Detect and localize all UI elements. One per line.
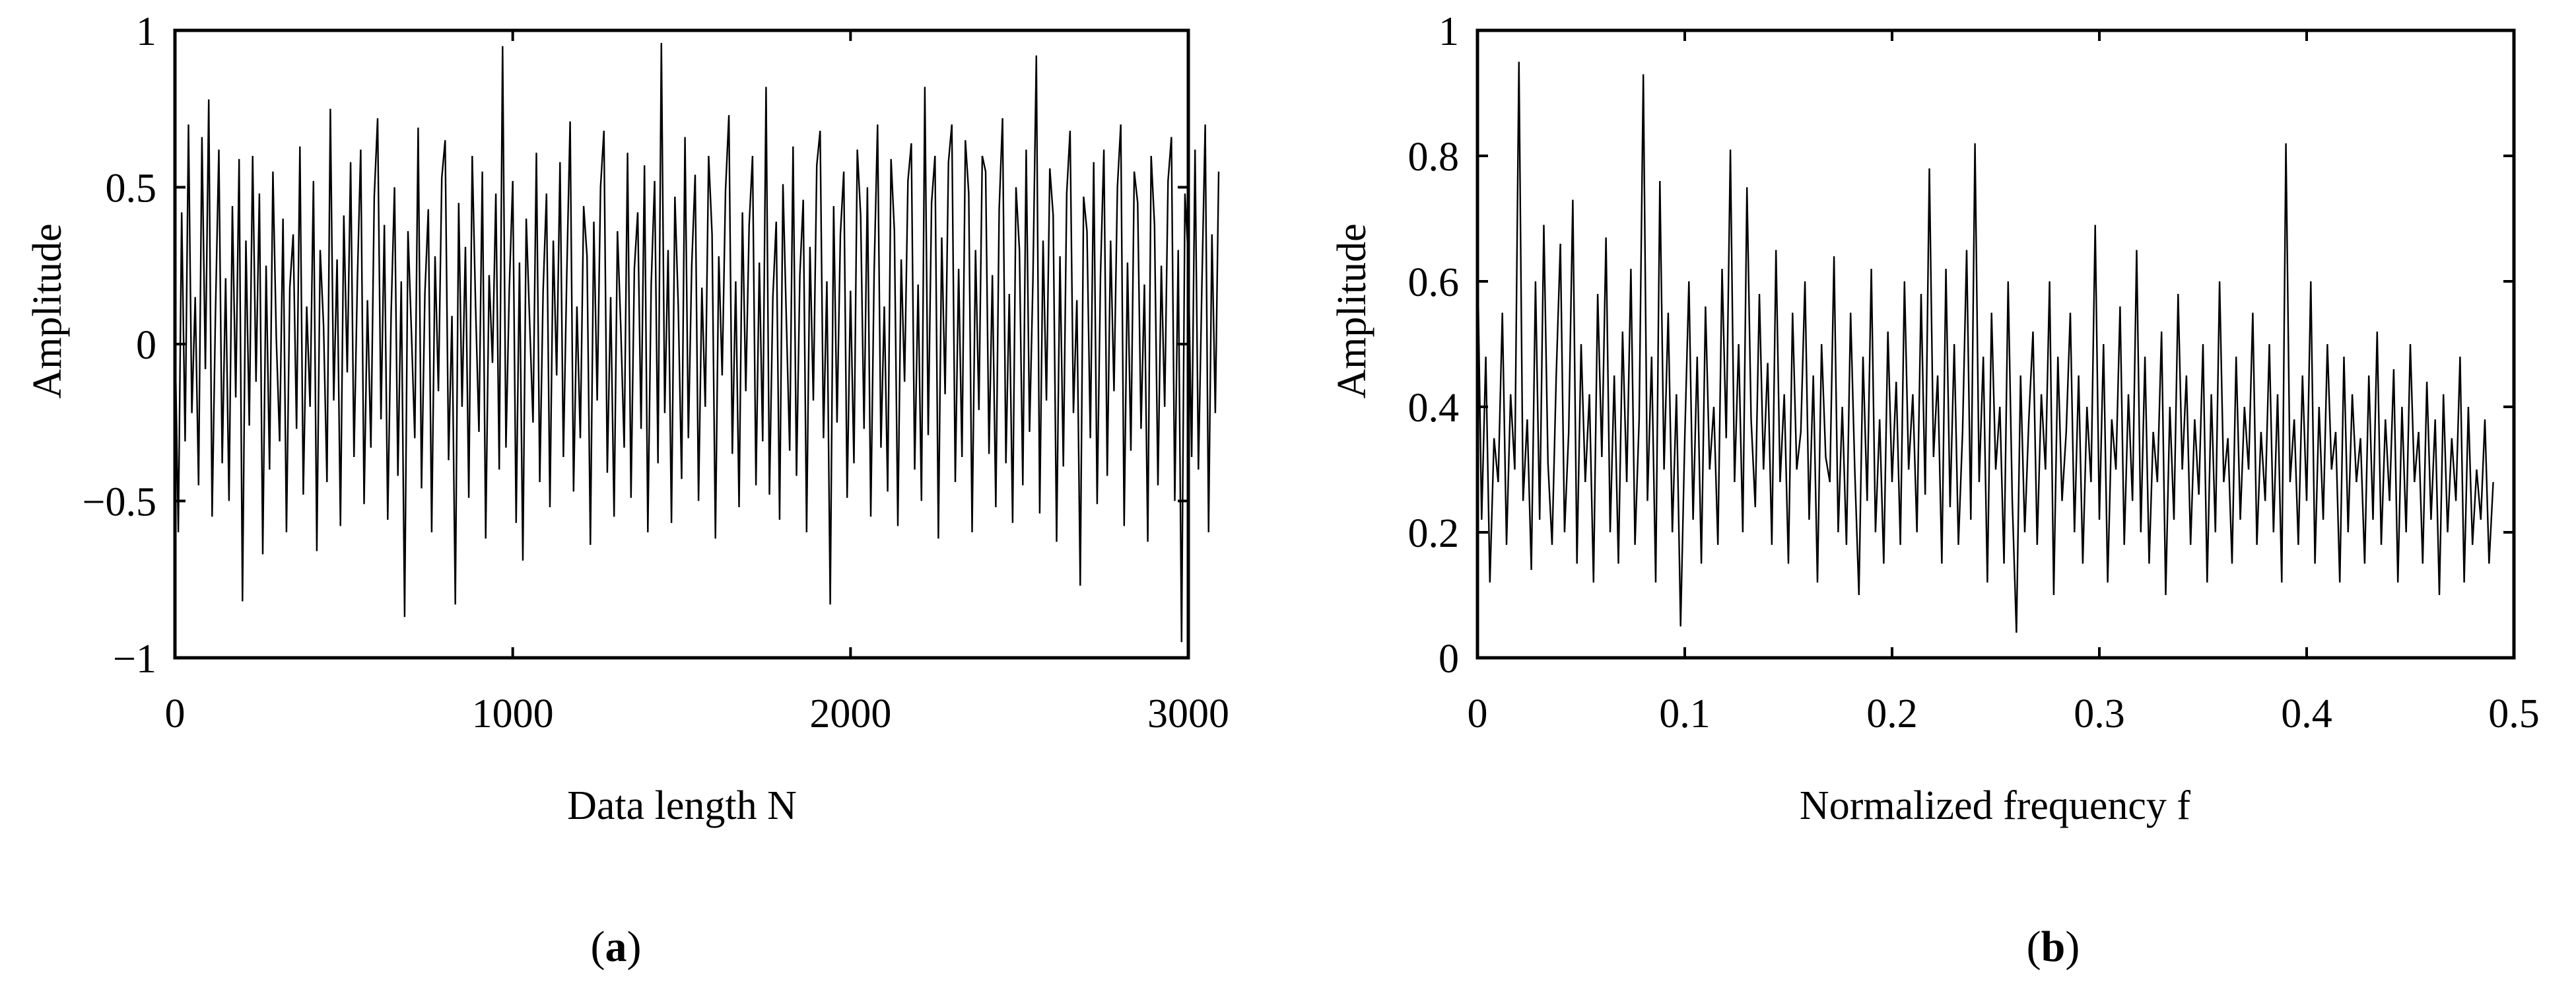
panel-a-signal-line bbox=[174, 42, 1220, 643]
panel-b-y-tick-label: 0.4 bbox=[1408, 386, 1460, 431]
panel-b-x-tick-label: 0.3 bbox=[2074, 691, 2125, 736]
panel-b-label: (b) bbox=[2027, 923, 2080, 971]
panel-b-y-tick-label: 0.8 bbox=[1408, 135, 1460, 180]
panel-a-y-tick-label: 1 bbox=[136, 9, 156, 54]
panel-a-y-tick-label: 0.5 bbox=[106, 166, 157, 211]
panel-a-x-tick-label: 3000 bbox=[1147, 691, 1229, 736]
panel-b-y-tick-label: 0 bbox=[1439, 637, 1459, 682]
panel-a-y-tick-label: −1 bbox=[113, 637, 156, 682]
panel-a-x-tick-label: 2000 bbox=[809, 691, 891, 736]
panel-b-x-tick-label: 0.2 bbox=[1866, 691, 1918, 736]
panel-b-plot-frame bbox=[1475, 28, 2516, 660]
panel-b-y-tick-label: 0.6 bbox=[1408, 260, 1460, 305]
panel-a-y-tick-label: −0.5 bbox=[83, 480, 156, 525]
panel-a-y-ticks: −1 −0.5 0 0.5 1 bbox=[83, 9, 1188, 682]
panel-b-x-tick-label: 0.1 bbox=[1659, 691, 1711, 736]
panel-a-x-tick-label: 1000 bbox=[472, 691, 554, 736]
panel-a-x-axis-title: Data length N bbox=[567, 783, 797, 828]
panel-a-x-ticks: 0 1000 2000 3000 bbox=[165, 30, 1229, 736]
panel-b-x-tick-label: 0.4 bbox=[2281, 691, 2332, 736]
panel-a-y-axis-title: Amplitude bbox=[25, 223, 70, 398]
panel-b-y-axis-title: Amplitude bbox=[1330, 223, 1374, 398]
panel-b-x-tick-label: 0 bbox=[1468, 691, 1488, 736]
panel-b-x-ticks: 0 0.1 0.2 0.3 0.4 0.5 bbox=[1468, 30, 2540, 736]
panel-a-label: (a) bbox=[591, 923, 642, 971]
panel-b-chart: 0 0.1 0.2 0.3 0.4 0.5 0 0.2 0.4 0.6 0.8 1 Normaliz… bbox=[1330, 9, 2540, 971]
panel-b-y-ticks: 0 0.2 0.4 0.6 0.8 1 bbox=[1408, 9, 2514, 682]
panel-b-spectrum-line bbox=[1476, 61, 2494, 633]
panel-b-x-tick-label: 0.5 bbox=[2488, 691, 2540, 736]
panel-a-x-tick-label: 0 bbox=[165, 691, 186, 736]
panel-a-y-tick-label: 0 bbox=[136, 323, 156, 368]
panel-b-y-tick-label: 1 bbox=[1439, 9, 1459, 54]
panel-b-x-axis-title: Normalized frequency f bbox=[1800, 783, 2191, 828]
panel-a-chart: 0 1000 2000 3000 −1−0.500.51 Data length N … bbox=[25, 9, 1229, 971]
panel-b-y-tick-label: 0.2 bbox=[1408, 511, 1460, 556]
